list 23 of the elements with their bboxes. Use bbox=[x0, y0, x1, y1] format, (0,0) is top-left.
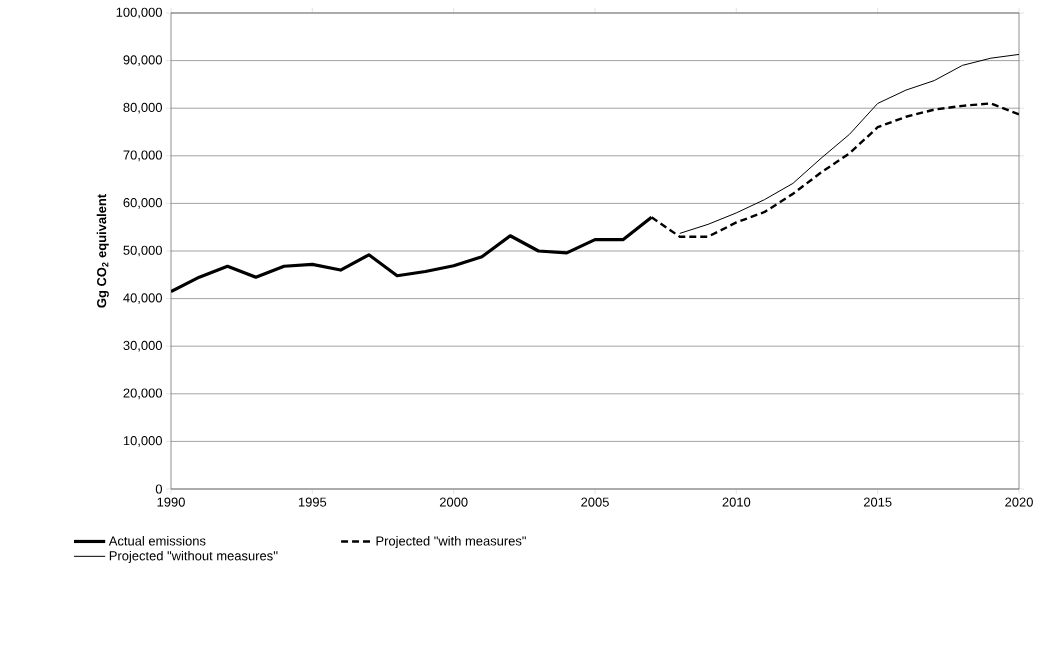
y-tick-label: 100,000 bbox=[116, 7, 162, 19]
x-tick-label: 2000 bbox=[439, 497, 468, 507]
x-tick-label: 2020 bbox=[1005, 497, 1033, 507]
x-tick-label: 2010 bbox=[722, 497, 751, 507]
line-series bbox=[679, 53, 1020, 234]
legend-label: Actual emissions bbox=[108, 536, 206, 546]
y-axis-title: Gg CO$_{2}$ equivalent bbox=[96, 194, 109, 308]
y-tick-label: 0 bbox=[155, 484, 162, 494]
y-tick-label: 70,000 bbox=[123, 150, 162, 162]
y-tick-label: 80,000 bbox=[123, 102, 162, 114]
y-tick-label: 20,000 bbox=[123, 388, 162, 400]
y-tick-label: 90,000 bbox=[123, 55, 162, 66]
x-tick-label: 1995 bbox=[298, 497, 327, 507]
x-tick-label: 1990 bbox=[157, 497, 185, 507]
y-tick-label: 50,000 bbox=[123, 245, 162, 257]
legend-label: Projected "without measures'' bbox=[109, 550, 278, 563]
y-tick-label: 10,000 bbox=[123, 436, 162, 447]
legend-label: Projected "with measures" bbox=[376, 536, 526, 549]
y-tick-label: 40,000 bbox=[123, 293, 162, 304]
x-tick-label: 2005 bbox=[581, 497, 609, 507]
x-tick-label: 2015 bbox=[863, 497, 892, 507]
y-tick-label: 60,000 bbox=[123, 198, 162, 209]
y-tick-label: 30,000 bbox=[123, 340, 162, 352]
